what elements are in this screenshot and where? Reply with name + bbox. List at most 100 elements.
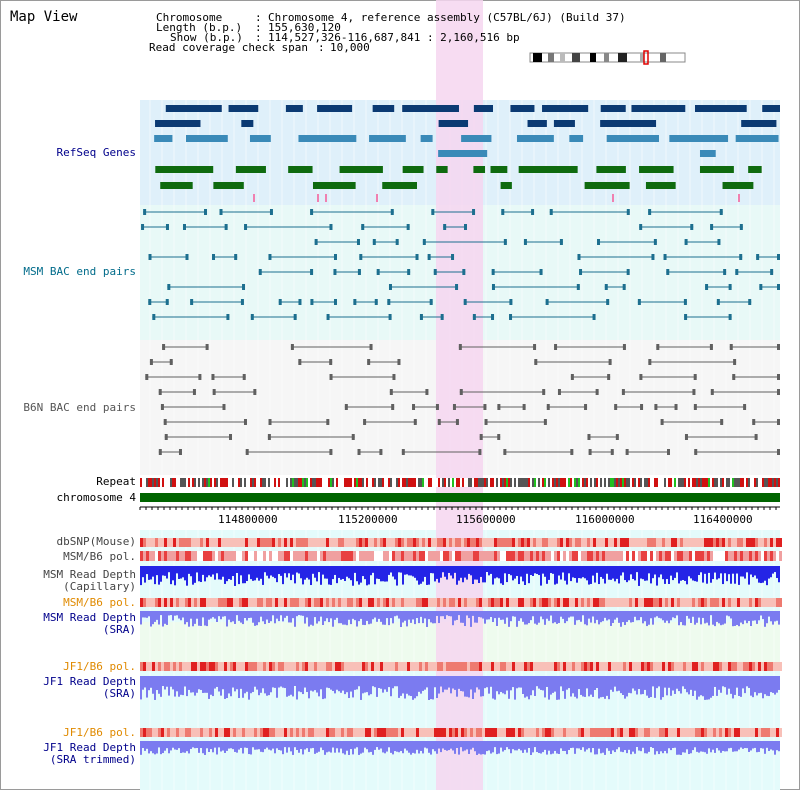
read-depth-bar	[498, 676, 500, 695]
refseq-gene-block	[339, 166, 383, 173]
bac-end-marker	[622, 344, 626, 350]
read-depth-bar	[270, 566, 272, 576]
read-depth-bar	[620, 741, 622, 752]
polymorphism-cell	[647, 538, 650, 547]
polymorphism-cell	[731, 662, 734, 671]
polymorphism-cell	[317, 662, 320, 671]
polymorphism-cell	[731, 538, 734, 547]
read-depth-bar	[450, 741, 452, 749]
polymorphism-cell	[434, 551, 437, 561]
polymorphism-cell	[605, 598, 608, 607]
polymorphism-cell	[392, 662, 395, 671]
read-depth-bar	[198, 611, 200, 626]
polymorphism-cell	[302, 728, 305, 737]
polymorphism-cell	[260, 728, 263, 737]
polymorphism-cell	[395, 551, 398, 561]
polymorphism-cell	[602, 598, 605, 607]
read-depth-bar	[428, 676, 430, 700]
read-depth-bar	[450, 566, 452, 576]
polymorphism-cell	[599, 728, 602, 737]
read-depth-bar	[606, 741, 608, 749]
polymorphism-cell	[173, 538, 176, 547]
read-depth-bar	[264, 676, 266, 694]
read-depth-bar	[544, 611, 546, 625]
length-key: Length (b.p.)	[156, 21, 243, 34]
read-depth-bar	[338, 676, 340, 692]
read-depth-bar	[602, 611, 604, 622]
read-depth-bar	[380, 676, 382, 689]
read-depth-bar	[658, 611, 660, 618]
repeat-segment	[506, 478, 508, 487]
read-depth-bar	[664, 676, 666, 688]
read-depth-bar	[262, 566, 264, 585]
polymorphism-cell	[266, 662, 269, 671]
read-depth-bar	[620, 676, 622, 694]
read-depth-bar	[588, 741, 590, 749]
read-depth-bar	[186, 566, 188, 586]
polymorphism-cell	[674, 551, 677, 561]
bac-end-marker	[666, 449, 670, 455]
repeat-segment	[504, 478, 506, 487]
read-depth-bar	[200, 566, 202, 583]
read-depth-bar	[330, 611, 332, 619]
bac-end-marker	[165, 224, 169, 230]
repeat-segment	[538, 478, 540, 487]
refseq-gene-block	[213, 182, 244, 189]
polymorphism-cell	[338, 728, 341, 737]
read-depth-bar	[566, 741, 568, 755]
read-depth-bar	[462, 741, 464, 752]
read-depth-bar	[646, 611, 648, 627]
polymorphism-cell	[461, 728, 464, 737]
polymorphism-cell	[752, 728, 755, 737]
refseq-gene-block	[436, 166, 448, 173]
read-depth-bar	[766, 676, 768, 696]
polymorphism-cell	[566, 662, 569, 671]
polymorphism-cell	[212, 551, 215, 561]
polymorphism-cell	[704, 538, 707, 547]
read-depth-bar	[436, 741, 438, 754]
read-depth-bar	[574, 611, 576, 625]
bac-end-marker	[407, 269, 411, 275]
polymorphism-cell	[239, 662, 242, 671]
repeat-segment	[204, 478, 206, 487]
repeat-segment	[318, 478, 320, 487]
polymorphism-cell	[569, 598, 572, 607]
read-depth-bar	[482, 611, 484, 619]
polymorphism-cell	[461, 538, 464, 547]
read-depth-bar	[178, 611, 180, 619]
read-depth-bar	[658, 566, 660, 578]
read-depth-bar	[770, 566, 772, 578]
read-depth-bar	[374, 676, 376, 688]
read-depth-bar	[496, 741, 498, 755]
polymorphism-cell	[272, 598, 275, 607]
read-depth-bar	[492, 676, 494, 699]
read-depth-bar	[528, 611, 530, 624]
bac-end-marker	[546, 404, 550, 410]
read-depth-bar	[626, 676, 628, 697]
read-depth-bar	[674, 566, 676, 578]
polymorphism-cell	[284, 662, 287, 671]
read-depth-bar	[442, 741, 444, 749]
repeat-segment	[672, 478, 674, 487]
read-depth-bar	[342, 611, 344, 625]
polymorphism-cell	[326, 538, 329, 547]
bac-end-marker	[637, 299, 641, 305]
polymorphism-cell	[455, 662, 458, 671]
read-depth-bar	[374, 611, 376, 618]
polymorphism-cell	[632, 728, 635, 737]
read-depth-bar	[260, 611, 262, 617]
polymorphism-cell	[305, 551, 308, 561]
read-depth-bar	[612, 676, 614, 692]
read-depth-bar	[498, 566, 500, 579]
read-depth-bar	[756, 676, 758, 696]
bac-end-marker	[523, 239, 527, 245]
repeat-segment	[464, 478, 466, 487]
polymorphism-cell	[539, 551, 542, 561]
repeat-segment	[234, 478, 236, 487]
repeat-segment	[608, 478, 610, 487]
polymorphism-cell	[200, 662, 203, 671]
polymorphism-cell	[665, 551, 668, 561]
read-depth-bar	[632, 676, 634, 689]
polymorphism-cell	[488, 598, 491, 607]
